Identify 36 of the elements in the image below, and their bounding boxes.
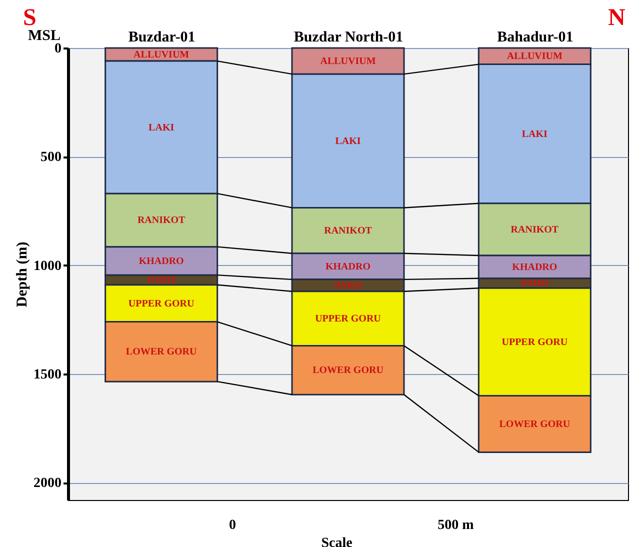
text: LAKI — [148, 122, 174, 134]
text: LOWER GORU — [126, 346, 197, 358]
text: PARH — [520, 278, 548, 290]
x-tick-label: Bahadur-01 — [497, 30, 574, 46]
y-tick-label: 2000 — [34, 476, 62, 492]
text: S — [23, 5, 36, 31]
x-tick-label: Buzdar-01 — [128, 30, 196, 46]
x-tick-label: Buzdar North-01 — [294, 30, 404, 46]
text: LAKI — [335, 136, 361, 147]
text: KHADRO — [138, 256, 184, 267]
text: Scale — [321, 536, 352, 547]
text: ALLUVIUM — [506, 51, 562, 62]
text: MSL — [28, 28, 61, 44]
y-tick-label: 500 — [40, 150, 62, 166]
y-tick-label: 1500 — [34, 367, 62, 382]
series-label: LOWER GORU — [312, 365, 384, 376]
text: N — [608, 5, 626, 31]
text: PARH — [148, 274, 176, 286]
series-label: PARH — [334, 280, 362, 292]
text: LOWER GORU — [499, 418, 570, 430]
y-axis-title: Depth (m) — [14, 242, 30, 308]
text: RANIKOT — [137, 215, 186, 226]
text: ALLUVIUM — [320, 56, 376, 68]
series-label: KHADRO — [512, 262, 558, 273]
y-tick-label: 0 — [54, 42, 62, 56]
y-tick-label: 1000 — [34, 258, 62, 274]
series-label: RANIKOT — [324, 226, 372, 237]
series-label: ALLUVIUM — [134, 50, 190, 61]
series-label: UPPER GORU — [128, 298, 194, 310]
text: UPPER GORU — [502, 336, 568, 348]
text: 0 — [229, 518, 236, 533]
text: RANIKOT — [510, 224, 559, 236]
text: UPPER GORU — [315, 314, 381, 325]
text: 500 m — [438, 518, 474, 533]
series-label: LAKI — [522, 128, 548, 140]
text: KHADRO — [326, 261, 370, 272]
